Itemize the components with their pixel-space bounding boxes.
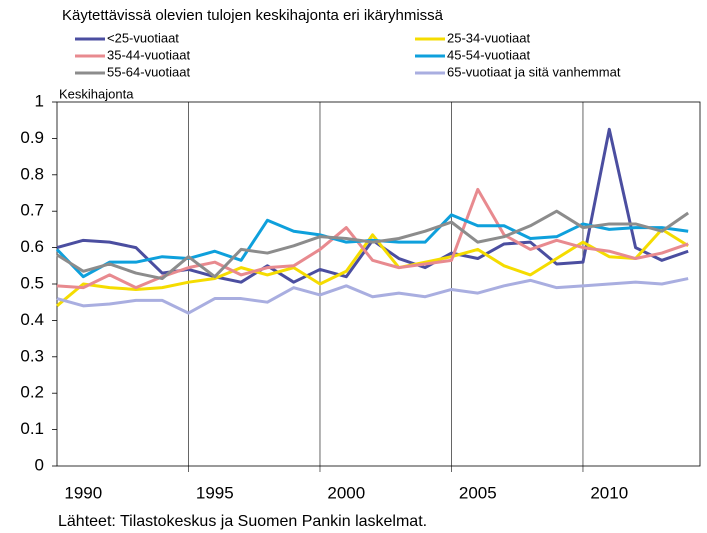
x-tick-label: 2010	[590, 483, 628, 502]
series-line	[56, 227, 689, 307]
series-line	[56, 209, 690, 281]
x-tick-label: 2005	[459, 483, 497, 502]
x-tick-label: 1990	[64, 483, 102, 502]
legend-label: 55-64-vuotiaat	[107, 64, 190, 79]
source-note: Lähteet: Tilastokeskus ja Suomen Pankin …	[58, 513, 427, 530]
y-tick-label: 0.6	[20, 237, 44, 256]
legend-label: <25-vuotiaat	[107, 30, 179, 45]
series-line	[55, 213, 689, 279]
y-tick-label: 1	[35, 91, 44, 110]
y-tick-label: 0.9	[20, 128, 44, 147]
y-tick-label: 0.1	[20, 419, 44, 438]
y-tick-label: 0.2	[20, 383, 44, 402]
legend-label: 45-54-vuotiaat	[447, 47, 530, 62]
x-tick-label: 2000	[327, 483, 365, 502]
y-axis-label: Keskihajonta	[59, 86, 134, 101]
legend-label: 25-34-vuotiaat	[447, 30, 530, 45]
y-tick-label: 0	[35, 455, 44, 474]
legend-label: 65-vuotiaat ja sitä vanhemmat	[447, 64, 621, 79]
series-line	[56, 277, 689, 315]
x-tick-label: 1995	[196, 483, 234, 502]
y-tick-label: 0.3	[20, 346, 44, 365]
chart-title: Käytettävissä olevien tulojen keskihajon…	[62, 7, 444, 24]
legend-label: 35-44-vuotiaat	[107, 47, 190, 62]
y-tick-label: 0.4	[20, 310, 44, 329]
y-tick-label: 0.5	[20, 273, 44, 292]
y-tick-label: 0.8	[20, 164, 44, 183]
y-tick-label: 0.7	[20, 201, 44, 220]
